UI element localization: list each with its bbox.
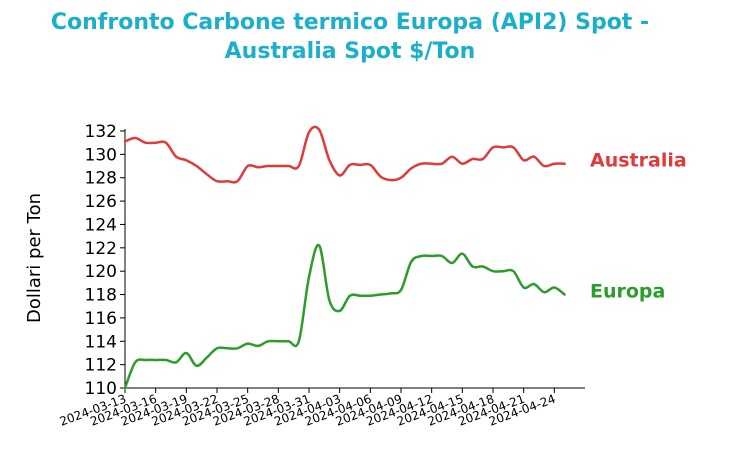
y-tick-label: 128 [85, 169, 117, 189]
y-tick-label: 122 [85, 239, 117, 259]
series-line-europa [123, 243, 566, 390]
y-tick-label: 112 [85, 356, 117, 376]
y-tick-label: 114 [85, 332, 117, 352]
series-label-australia: Australia [590, 150, 687, 172]
y-axis-label: Dollari per Ton [24, 193, 45, 323]
series-lines [123, 125, 566, 390]
series-label-europa: Europa [590, 281, 665, 303]
series-line-australia [123, 125, 566, 184]
y-tick-label: 126 [85, 192, 117, 212]
axes: 1101121141161181201221241261281301322024… [58, 122, 585, 429]
chart-title-line-1: Confronto Carbone termico Europa (API2) … [50, 10, 650, 35]
chart-title: Confronto Carbone termico Europa (API2) … [40, 8, 660, 66]
y-tick-label: 130 [85, 145, 117, 165]
y-tick-label: 120 [85, 262, 117, 282]
y-tick-label: 110 [85, 379, 117, 399]
y-tick-label: 118 [85, 286, 117, 306]
series-labels: Australia Europa [590, 150, 687, 303]
chart-title-line-2: Australia Spot $/Ton [224, 39, 476, 64]
y-tick-label: 116 [85, 309, 117, 329]
y-tick-label: 132 [85, 122, 117, 142]
y-tick-label: 124 [85, 215, 117, 235]
